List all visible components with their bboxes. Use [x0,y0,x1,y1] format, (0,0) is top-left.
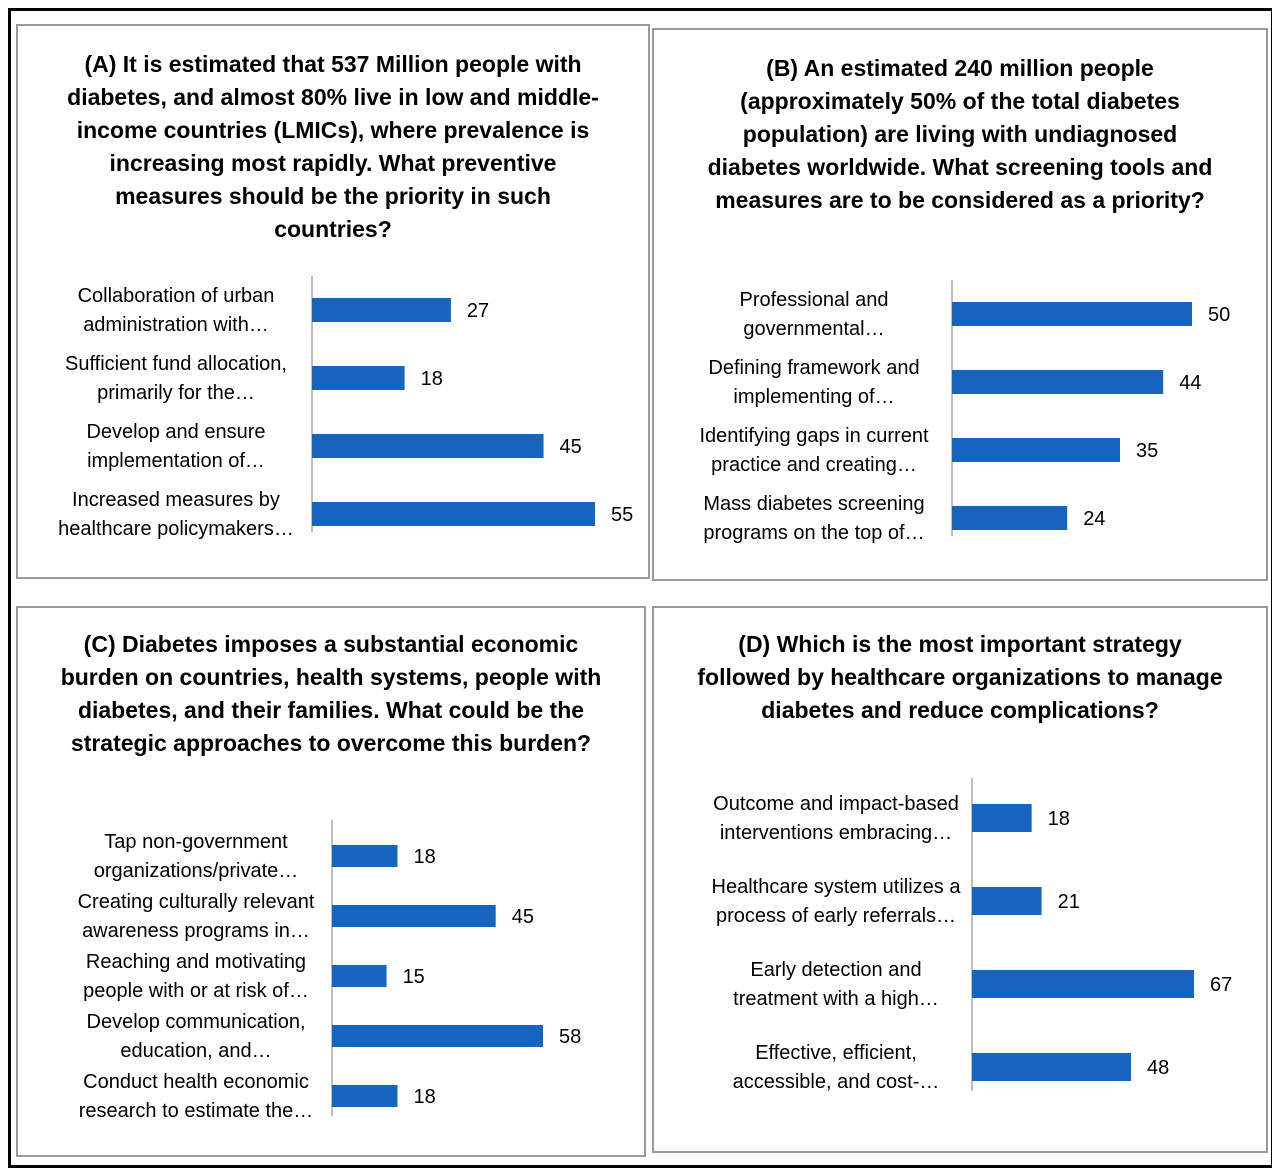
category-label: Effective, efficient, accessible, and cos… [733,1042,940,1093]
panel-a-title: (A) It is estimated that 537 Million peo… [67,51,599,242]
category-label: Collaboration of urban administration wit… [78,285,275,336]
bar [332,1025,543,1047]
category-label: Outcome and impact-based interventions em… [713,793,959,844]
bar [312,366,405,390]
panel-c: (C) Diabetes imposes a substantial econo… [16,606,646,1157]
bar [952,506,1068,530]
data-label: 35 [1136,440,1158,462]
category-label: Reaching and motivating people with or at… [83,951,309,1002]
bar [952,370,1164,394]
category-label: Sufficient fund allocation, primarily for… [65,353,287,404]
data-label: 58 [559,1026,581,1048]
panel-d-title: (D) Which is the most important strategy… [697,631,1223,723]
data-label: 45 [560,436,582,458]
category-label: Mass diabetes screening programs on the t… [703,493,924,544]
data-label: 24 [1083,508,1105,530]
category-label: Conduct health economic research to estim… [79,1071,314,1122]
category-label: Professional and governmental… [740,289,889,340]
category-label: Identifying gaps in current practice and … [699,425,928,476]
category-label: Defining framework and implementing of… [708,357,919,408]
data-label: 67 [1210,974,1232,996]
data-label: 27 [467,300,489,322]
panel-c-chart: 18 Tap non-government organizations/privat… [78,820,581,1122]
category-label: Healthcare system utilizes a process of e… [712,876,962,927]
data-label: 15 [403,966,425,988]
category-label: Tap non-government organizations/private… [94,831,299,882]
bar [952,438,1120,462]
category-label: Increased measures by healthcare policyma… [58,489,294,540]
category-label: Develop communication, education, and… [87,1011,306,1062]
panel-d-chart: 18 Outcome and impact-based interventions … [712,778,1232,1093]
data-label: 45 [512,906,534,928]
bar [332,965,387,987]
data-label: 44 [1179,372,1201,394]
bar [312,502,595,526]
panel-a: (A) It is estimated that 537 Million peo… [16,24,650,579]
category-label: Early detection and treatment with a high… [733,959,939,1010]
bar [312,434,544,458]
panel-b-chart: 50 Professional and governmental… 44 Definin… [699,280,1230,544]
category-label: Develop and ensure implementation of… [86,421,265,472]
data-label: 18 [413,1086,435,1108]
bar [972,804,1032,832]
bar [312,298,451,322]
data-label: 21 [1058,891,1080,913]
panel-d: (D) Which is the most important strategy… [652,606,1268,1153]
bar [332,905,496,927]
bar [972,970,1194,998]
data-label: 18 [421,368,443,390]
panel-c-title: (C) Diabetes imposes a substantial econo… [60,631,602,756]
data-label: 50 [1208,304,1230,326]
panel-a-chart: 27 Collaboration of urban administration w… [58,276,633,540]
data-label: 18 [1048,808,1070,830]
bar [332,1085,398,1107]
bar [972,1053,1132,1081]
bar [972,887,1042,915]
panel-b-title: (B) An estimated 240 million people (app… [707,55,1213,213]
data-label: 48 [1147,1057,1169,1079]
panel-b: (B) An estimated 240 million people (app… [652,28,1268,581]
data-label: 18 [413,846,435,868]
bar [952,302,1192,326]
category-label: Creating culturally relevant awareness pr… [78,891,315,942]
data-label: 55 [611,504,633,526]
bar [332,845,398,867]
